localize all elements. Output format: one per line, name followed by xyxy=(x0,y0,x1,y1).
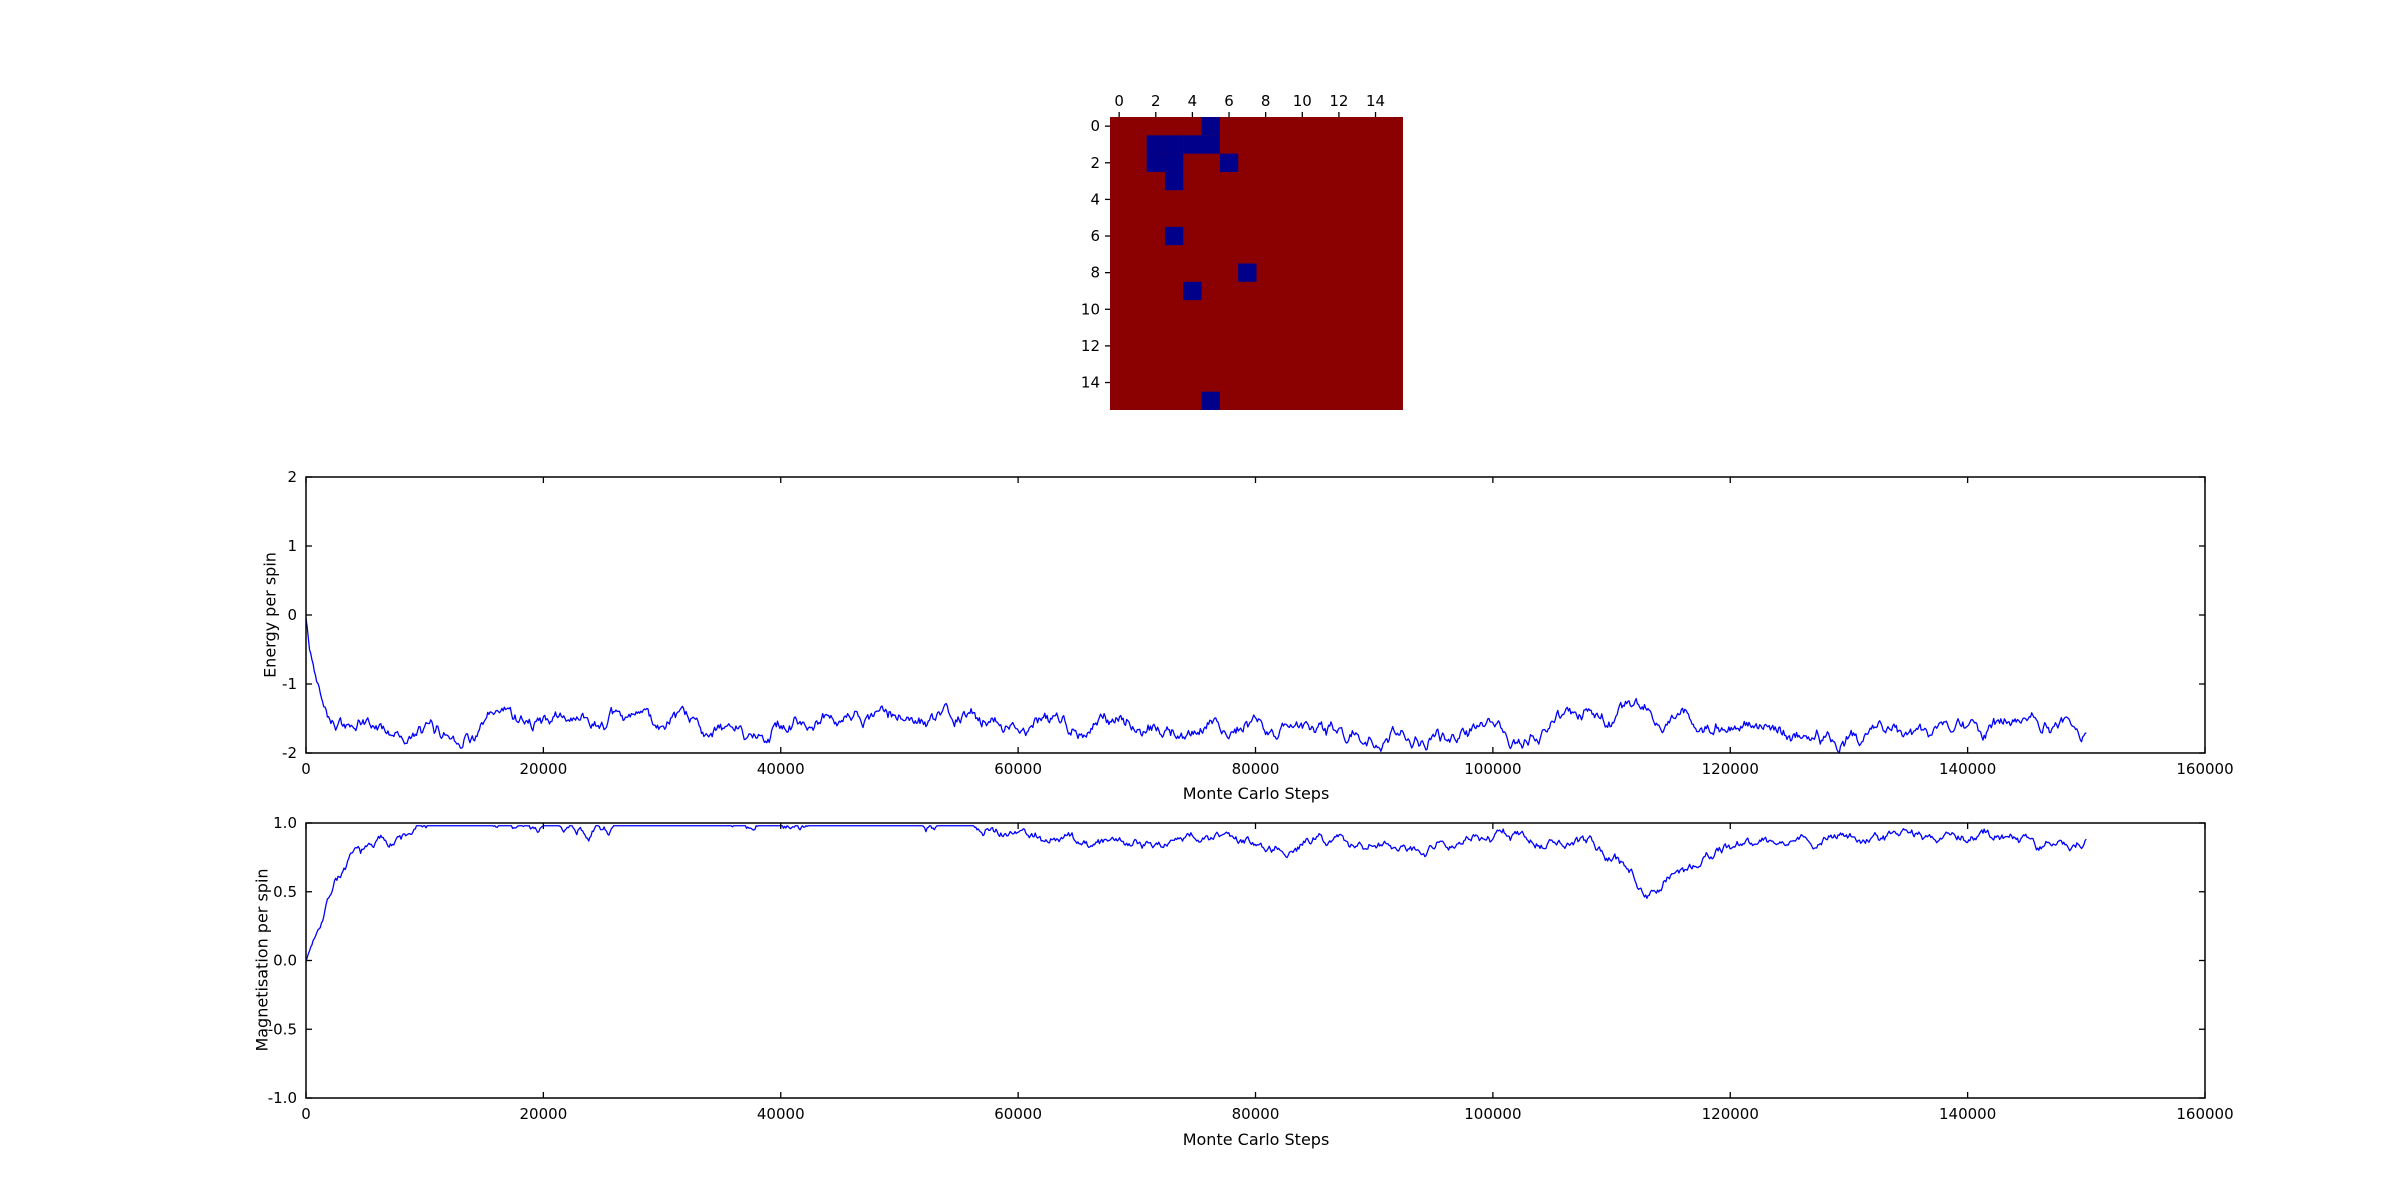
energy-chart-y-tick-label: 0 xyxy=(287,606,297,624)
heatmap-left-tick-label: 6 xyxy=(1090,227,1100,245)
magnetisation-chart-x-tick-label: 100000 xyxy=(1464,1105,1521,1123)
heatmap-cell-down-spin xyxy=(1164,135,1184,154)
heatmap-cell-down-spin xyxy=(1183,281,1202,301)
heatmap-cell-down-spin xyxy=(1201,117,1220,136)
heatmap-left-tick-label: 8 xyxy=(1090,264,1100,282)
energy-x-axis-label: Monte Carlo Steps xyxy=(1182,784,1330,803)
energy-chart-y-tick-label: -1 xyxy=(282,675,297,693)
energy-chart-x-tick-label: 140000 xyxy=(1939,760,1996,778)
energy-chart-x-tick-label: 60000 xyxy=(994,760,1042,778)
heatmap-cell-down-spin xyxy=(1238,263,1257,282)
heatmap-cell-down-spin xyxy=(1219,153,1239,172)
heatmap-cell-down-spin xyxy=(1201,135,1220,154)
energy-chart-x-tick-label: 120000 xyxy=(1702,760,1759,778)
magnetisation-chart: 0 20000 40000 60000 80000 100000 120000 140000 1… xyxy=(268,814,2234,1123)
magnetisation-chart-x-tick-label: 40000 xyxy=(757,1105,805,1123)
energy-chart-y-tick-label: -2 xyxy=(282,744,297,762)
magnetisation-chart-axes-frame xyxy=(305,822,2206,1099)
magnetisation-chart-y-tick-label: 1.0 xyxy=(273,814,297,832)
heatmap-cell-down-spin xyxy=(1201,391,1220,410)
magnetisation-x-axis-label: Monte Carlo Steps xyxy=(1182,1130,1330,1149)
magnetisation-chart-y-tick-label: 0.0 xyxy=(273,952,297,970)
heatmap-top-tick-label: 2 xyxy=(1151,92,1161,110)
heatmap-top-tick-label: 14 xyxy=(1366,92,1385,110)
magnetisation-chart-y-tick-label: -0.5 xyxy=(268,1020,297,1038)
heatmap-top-tick-label: 8 xyxy=(1261,92,1271,110)
heatmap-top-tick-label: 12 xyxy=(1329,92,1348,110)
energy-chart-y-tick-label: 2 xyxy=(287,468,297,486)
heatmap-cell-down-spin xyxy=(1146,135,1165,154)
energy-chart-x-tick-label: 0 xyxy=(301,760,311,778)
heatmap-left-tick-label: 12 xyxy=(1081,337,1100,355)
magnetisation-chart-x-tick-label: 20000 xyxy=(520,1105,568,1123)
heatmap-left-tick-label: 14 xyxy=(1081,374,1100,392)
spin-lattice-heatmap: 00 2 2 4 4 6 6 8 8 10 10 12 12 14 14 xyxy=(1081,92,1403,410)
magnetisation-chart-x-tick-label: 140000 xyxy=(1939,1105,1996,1123)
magnetisation-chart-y-tick-label: 0.5 xyxy=(273,883,297,901)
magnetisation-chart-x-tick-label: 120000 xyxy=(1702,1105,1759,1123)
heatmap-left-tick-label: 0 xyxy=(1090,117,1100,135)
energy-chart-x-tick-label: 20000 xyxy=(520,760,568,778)
heatmap-cell-down-spin xyxy=(1164,153,1184,172)
magnetisation-chart-x-tick-label: 80000 xyxy=(1232,1105,1280,1123)
heatmap-top-tick-label: 10 xyxy=(1293,92,1312,110)
heatmap-cell-down-spin xyxy=(1164,226,1184,246)
heatmap-cell-down-spin xyxy=(1146,153,1165,172)
energy-chart-series-energy xyxy=(305,618,2087,754)
heatmap-cell-down-spin xyxy=(1183,135,1202,154)
energy-chart-axes-frame xyxy=(305,476,2206,754)
energy-chart-x-tick-label: 40000 xyxy=(757,760,805,778)
heatmap-left-tick-label: 10 xyxy=(1081,300,1100,318)
magnetisation-y-axis-label: Magnetisation per spin xyxy=(252,868,272,1052)
magnetisation-chart-series-magnetisation xyxy=(305,825,2087,963)
energy-chart: 0 20000 40000 60000 80000 100000 120000 140000 1… xyxy=(282,468,2234,778)
magnetisation-chart-x-tick-label: 160000 xyxy=(2176,1105,2233,1123)
energy-y-axis-label: Energy per spin xyxy=(260,552,280,678)
energy-chart-x-tick-label: 100000 xyxy=(1464,760,1521,778)
heatmap-left-tick-label: 4 xyxy=(1090,190,1100,208)
energy-chart-y-tick-label: 1 xyxy=(287,537,297,555)
heatmap-cell-down-spin xyxy=(1164,171,1184,191)
heatmap-top-tick-label: 0 xyxy=(1114,92,1124,110)
energy-chart-x-tick-label: 160000 xyxy=(2176,760,2233,778)
heatmap-top-tick-label: 6 xyxy=(1224,92,1234,110)
heatmap-left-tick-label: 2 xyxy=(1090,154,1100,172)
magnetisation-chart-x-tick-label: 0 xyxy=(301,1105,311,1123)
magnetisation-chart-x-tick-label: 60000 xyxy=(994,1105,1042,1123)
heatmap-top-tick-label: 4 xyxy=(1188,92,1198,110)
magnetisation-chart-y-tick-label: -1.0 xyxy=(268,1089,297,1107)
energy-chart-x-tick-label: 80000 xyxy=(1232,760,1280,778)
